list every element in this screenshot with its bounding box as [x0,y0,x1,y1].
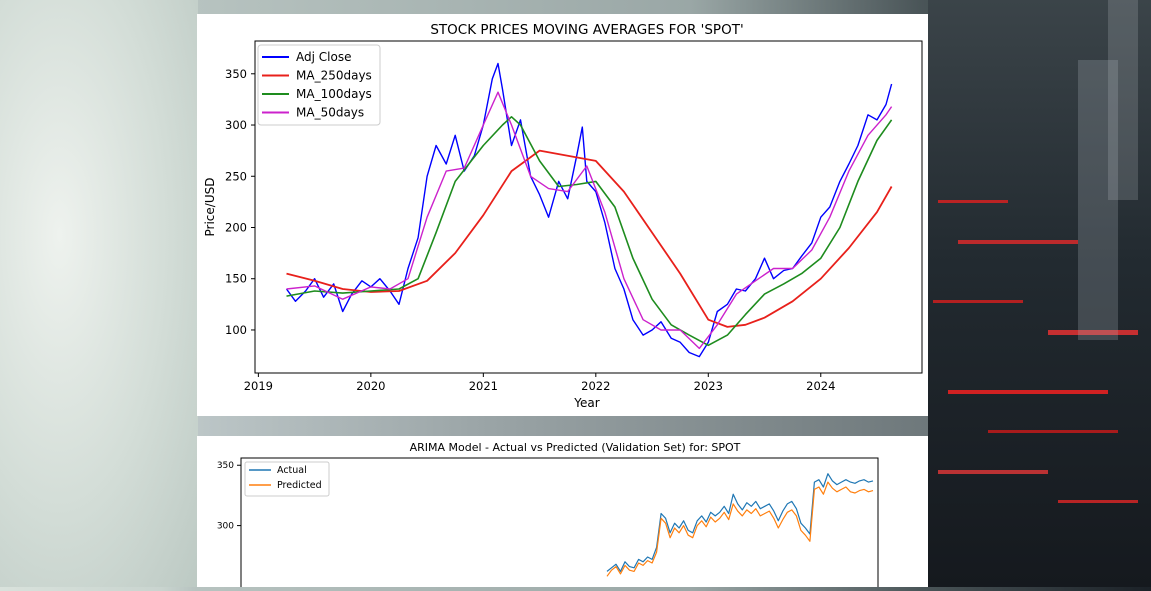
plot-frame [254,40,923,374]
chart-title: STOCK PRICES MOVING AVERAGES FOR 'SPOT' [430,22,743,38]
plot-frame [240,457,879,591]
legend: Actual Predicted [244,461,330,497]
x-tick-label: 2024 [806,379,835,393]
legend-label: Actual [277,465,307,476]
legend-label: Predicted [277,480,322,491]
background-middle-strip [198,416,928,436]
legend-label: MA_250days [296,69,372,83]
legend-label: Adj Close [296,50,351,64]
y-tick-label: 350 [217,461,234,471]
axis-ticks: 2019 2020 2021 2022 2023 2024 100 150 200 250 300 3… [225,67,835,393]
chart-arima: ARIMA Model - Actual vs Predicted (Valid… [217,441,879,591]
y-tick-label: 300 [225,118,247,132]
x-tick-label: 2021 [469,379,498,393]
series-lines [606,473,874,577]
y-tick-label: 350 [225,67,247,81]
x-tick-label: 2023 [694,379,723,393]
series-line-ma-250days [286,149,893,328]
chart-arima-panel: ARIMA Model - Actual vs Predicted (Valid… [197,436,928,591]
y-tick-label: 150 [225,272,247,286]
chart-title: ARIMA Model - Actual vs Predicted (Valid… [410,441,741,454]
legend-label: MA_50days [296,106,364,120]
chart-moving-averages: STOCK PRICES MOVING AVERAGES FOR 'SPOT' … [203,22,923,410]
axis-ticks: 300 350 [217,461,241,532]
x-tick-label: 2020 [356,379,385,393]
y-axis-label: Price/USD [203,178,217,237]
series-line-ma-100days [286,116,893,347]
series-line-predicted [606,481,874,577]
y-tick-label: 300 [217,522,234,532]
x-tick-label: 2022 [581,379,610,393]
legend: Adj Close MA_250days MA_100days MA_50days [257,44,381,126]
x-tick-label: 2019 [244,379,273,393]
series-line-actual [606,473,874,572]
y-tick-label: 250 [225,169,247,183]
city-lights-decoration [933,0,1138,503]
background-left [0,0,198,587]
series-lines [285,62,893,358]
background-right-city [928,0,1151,587]
chart-moving-averages-panel: STOCK PRICES MOVING AVERAGES FOR 'SPOT' … [197,14,928,416]
x-axis-label: Year [573,396,599,410]
y-tick-label: 100 [225,323,247,337]
legend-label: MA_100days [296,87,372,101]
y-tick-label: 200 [225,220,247,234]
series-line-ma-50days [286,91,893,350]
